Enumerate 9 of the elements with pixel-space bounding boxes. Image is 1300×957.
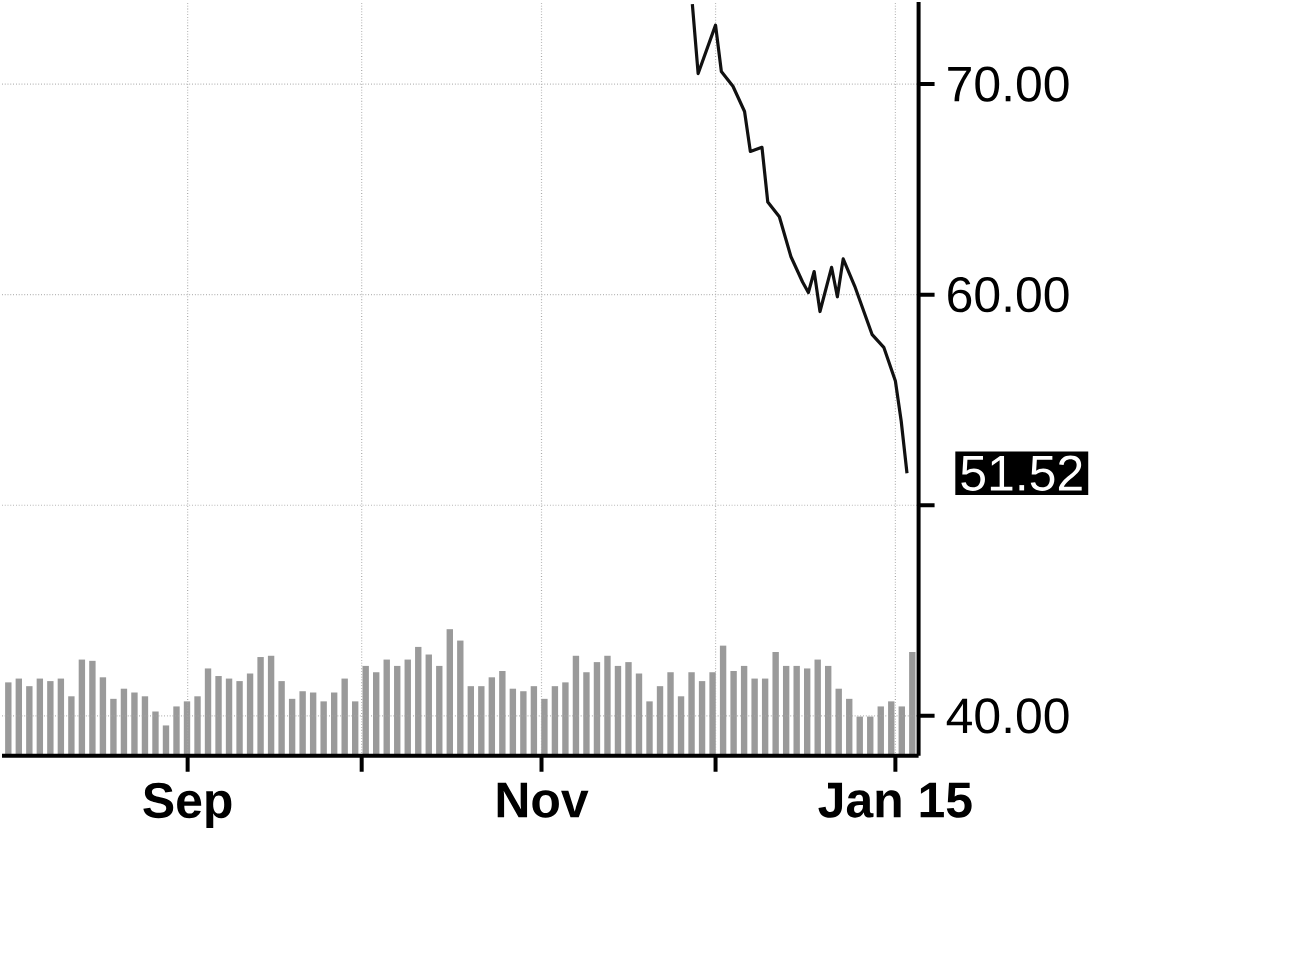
- y-tick-label: 60.00: [948, 277, 1069, 313]
- x-tick-label: Sep: [143, 783, 232, 829]
- y-tick-label: 70.00: [948, 66, 1069, 103]
- x-tick-label: Nov: [497, 783, 589, 818]
- bar: [162, 725, 170, 757]
- y-tick-label: 40.00: [946, 698, 1069, 734]
- x-tick-label: Jan 15: [818, 783, 972, 818]
- line-series: [690, 2, 909, 476]
- annotation: 51.52: [961, 455, 1082, 492]
